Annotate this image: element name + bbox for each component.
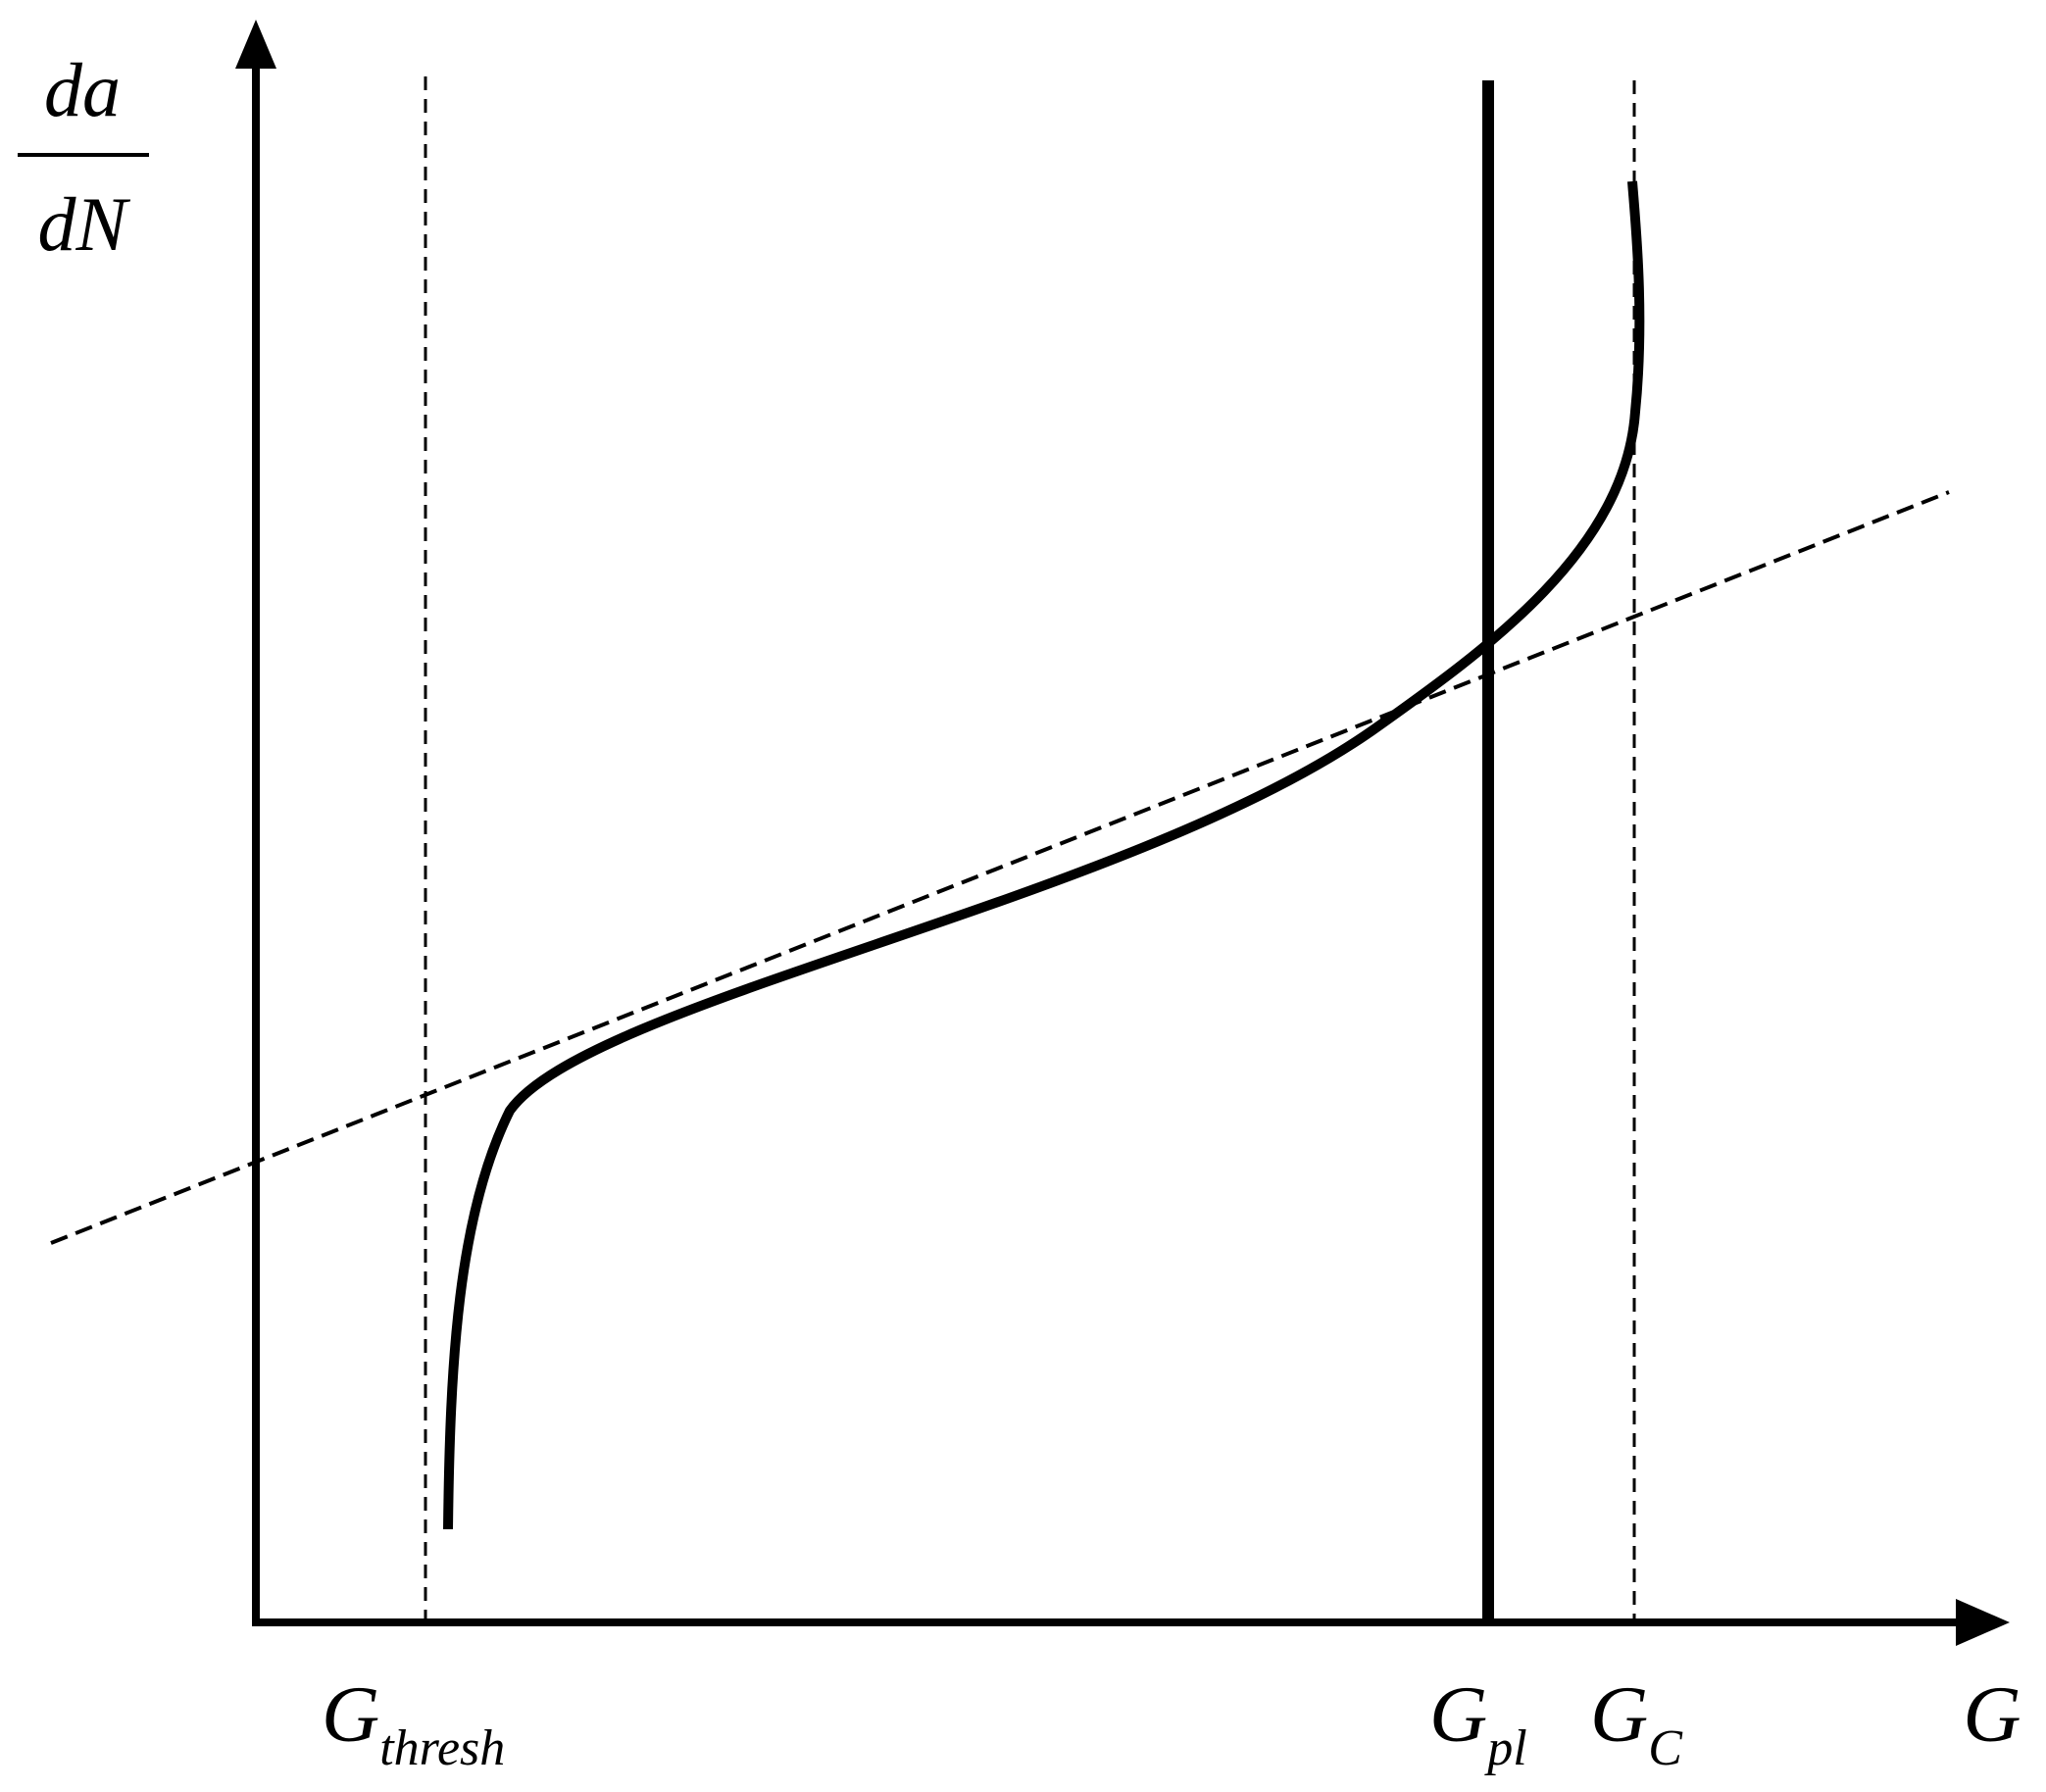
plastic-limit-label-base: G <box>1429 1669 1487 1759</box>
crack-growth-curve <box>443 180 1645 1530</box>
paris-law-dashed-line <box>50 490 1950 1245</box>
x-axis-label: G <box>1963 1669 2021 1759</box>
plastic-limit-label: Gpl <box>1429 1669 1527 1776</box>
critical-label-base: G <box>1590 1669 1648 1759</box>
critical-label-subscript: C <box>1648 1720 1683 1776</box>
threshold-label-base: G <box>322 1669 379 1759</box>
y-axis-label-denominator: dN <box>37 181 130 267</box>
plastic-limit-label-subscript: pl <box>1483 1720 1526 1776</box>
y-axis-label-numerator: da <box>44 47 121 132</box>
critical-label: GC <box>1590 1669 1683 1776</box>
threshold-label: Gthresh <box>322 1669 505 1776</box>
threshold-label-subscript: thresh <box>379 1720 505 1776</box>
y-axis-arrowhead <box>235 20 276 69</box>
x-axis-arrowhead <box>1956 1599 2010 1646</box>
